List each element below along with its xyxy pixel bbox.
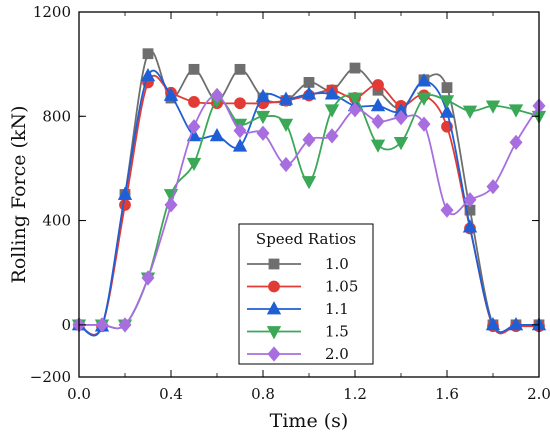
data-point-2.0: [509, 134, 523, 150]
legend-items: 1.0 1.05 1.1 1.5 2.0: [247, 255, 358, 363]
legend-item-1.1: 1.1: [247, 300, 349, 318]
data-point-2.0: [371, 113, 385, 130]
legend-item-1.05: 1.05: [247, 278, 358, 296]
data-point-2.0: [141, 270, 155, 286]
ticks-layer: 0.0 0.4 0.8 1.2 1.6 2.0 −200 0 400 800 1200: [30, 3, 550, 403]
x-axis-title: Time (s): [270, 410, 349, 432]
data-point-1.05: [188, 96, 200, 108]
data-point-1.1: [163, 87, 179, 101]
data-point-1.1: [278, 91, 294, 105]
data-point-1.05: [234, 97, 246, 110]
data-point-1.1: [232, 138, 248, 152]
x-tick-label: 0.8: [251, 385, 275, 403]
x-tick-label: 2.0: [527, 385, 550, 403]
data-point-1.1: [301, 86, 317, 100]
y-tick-label: 0: [61, 316, 71, 334]
data-point-2.0: [164, 197, 178, 213]
data-point-1.1: [370, 98, 386, 112]
data-point-2.0: [279, 156, 293, 173]
legend-box: [238, 223, 374, 365]
data-point-1.1: [462, 219, 478, 233]
data-point-1.1: [416, 73, 432, 87]
legend-swatch-marker: [267, 346, 281, 362]
legend-label: 1.0: [325, 255, 349, 273]
x-tick-label: 0.4: [159, 385, 183, 403]
y-axis-title: Rolling Force (kN): [8, 106, 30, 284]
data-point-1.0: [303, 76, 315, 88]
data-point-1.1: [508, 317, 524, 331]
data-point-2.0: [394, 109, 408, 126]
data-point-1.1: [485, 317, 501, 331]
data-point-2.0: [187, 119, 201, 135]
data-point-1.1: [255, 88, 271, 103]
data-point-1.5: [439, 95, 455, 109]
data-point-1.5: [186, 157, 202, 172]
legend-label: 2.0: [325, 345, 349, 363]
data-point-2.0: [417, 116, 431, 132]
data-point-1.5: [370, 139, 386, 153]
data-point-1.0: [349, 62, 361, 74]
legend-label: 1.1: [325, 300, 349, 318]
data-point-2.0: [233, 123, 247, 139]
legend-item-1.0: 1.0: [247, 255, 349, 273]
data-point-1.5: [416, 92, 432, 106]
data-point-1.1: [439, 104, 455, 118]
x-tick-label: 1.6: [435, 385, 459, 403]
legend-swatch-marker: [266, 301, 282, 315]
data-point-1.5: [278, 118, 294, 132]
data-point-1.0: [188, 63, 200, 75]
data-point-1.5: [508, 104, 524, 118]
data-point-2.0: [95, 317, 109, 333]
legend-swatch-marker: [266, 326, 282, 340]
legend-swatch-marker: [268, 258, 280, 270]
legend: Speed Ratios 1.0 1.05 1.1 1.5 2.0: [238, 223, 374, 365]
legend-swatch-marker: [268, 280, 280, 293]
data-point-1.5: [462, 105, 478, 119]
data-point-2.0: [256, 125, 270, 141]
series-layer: [71, 48, 547, 337]
data-point-2.0: [118, 317, 132, 333]
data-point-1.05: [119, 199, 131, 211]
data-point-1.0: [142, 48, 154, 60]
data-point-1.1: [209, 127, 225, 142]
data-point-1.5: [485, 100, 501, 114]
data-point-1.1: [140, 68, 156, 82]
data-point-2.0: [325, 128, 339, 144]
y-tick-label: 1200: [33, 3, 71, 21]
data-point-2.0: [302, 132, 316, 148]
x-tick-label: 1.2: [343, 385, 367, 403]
data-point-2.0: [463, 192, 477, 208]
data-point-1.1: [117, 186, 133, 200]
legend-title: Speed Ratios: [256, 230, 356, 248]
data-point-1.5: [255, 110, 271, 125]
data-point-1.0: [234, 63, 246, 75]
data-point-1.1: [324, 86, 340, 100]
x-tick-label: 0.0: [67, 385, 91, 403]
data-point-2.0: [348, 102, 362, 118]
data-point-1.0: [441, 82, 453, 94]
data-point-1.5: [393, 136, 409, 151]
data-point-2.0: [440, 202, 454, 218]
legend-label: 1.05: [325, 278, 358, 296]
y-tick-label: 800: [42, 107, 71, 125]
data-point-1.5: [324, 104, 340, 118]
data-point-2.0: [210, 87, 224, 104]
data-point-1.5: [301, 176, 317, 190]
y-tick-label: 400: [42, 212, 71, 230]
y-tick-label: −200: [30, 368, 71, 386]
data-point-1.05: [372, 79, 384, 91]
data-point-1.5: [347, 92, 363, 106]
legend-item-1.5: 1.5: [247, 323, 349, 341]
legend-item-2.0: 2.0: [247, 345, 349, 363]
data-point-2.0: [486, 179, 500, 195]
series-2.0: [72, 87, 546, 333]
legend-label: 1.5: [325, 323, 349, 341]
